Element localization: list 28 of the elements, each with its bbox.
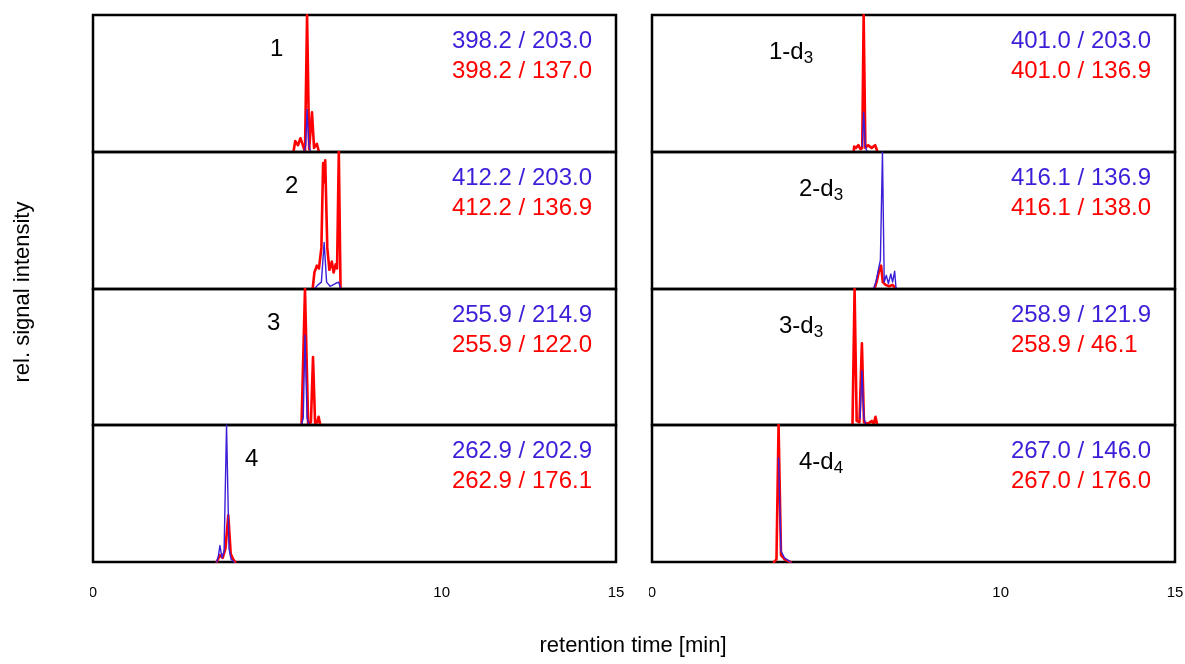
text: 412.2 / 203.0 bbox=[451, 162, 592, 190]
text: 2 bbox=[285, 170, 299, 198]
text: 412.2 / 136.9 bbox=[451, 192, 592, 220]
text: 4 bbox=[245, 443, 259, 471]
text: 262.9 / 176.1 bbox=[451, 465, 592, 493]
text: 1 bbox=[270, 33, 284, 61]
text: 398.2 / 137.0 bbox=[451, 55, 592, 83]
x-tick-label: 15 bbox=[607, 583, 625, 600]
text: 258.9 / 46.1 bbox=[1010, 329, 1138, 357]
x-axis-title: retention time [min] bbox=[539, 632, 727, 658]
text: 3 bbox=[267, 307, 281, 335]
text: 401.0 / 136.9 bbox=[1010, 55, 1151, 83]
text: 255.9 / 122.0 bbox=[451, 329, 592, 357]
y-axis-title: rel. signal intensity bbox=[9, 201, 35, 383]
text: 267.0 / 146.0 bbox=[1010, 435, 1151, 463]
x-tick-label: 10 bbox=[433, 583, 451, 600]
text: 416.1 / 138.0 bbox=[1010, 192, 1151, 220]
x-tick-label: 10 bbox=[992, 583, 1010, 600]
text: 416.1 / 136.9 bbox=[1010, 162, 1151, 190]
x-tick-label: 0 bbox=[88, 583, 98, 600]
x-tick-label: 0 bbox=[647, 583, 657, 600]
text: 398.2 / 203.0 bbox=[451, 25, 592, 53]
text: 262.9 / 202.9 bbox=[451, 435, 592, 463]
text: 267.0 / 176.0 bbox=[1010, 465, 1151, 493]
text: 258.9 / 121.9 bbox=[1010, 299, 1151, 327]
text: 401.0 / 203.0 bbox=[1010, 25, 1151, 53]
x-tick-label: 15 bbox=[1166, 583, 1184, 600]
text: 255.9 / 214.9 bbox=[451, 299, 592, 327]
